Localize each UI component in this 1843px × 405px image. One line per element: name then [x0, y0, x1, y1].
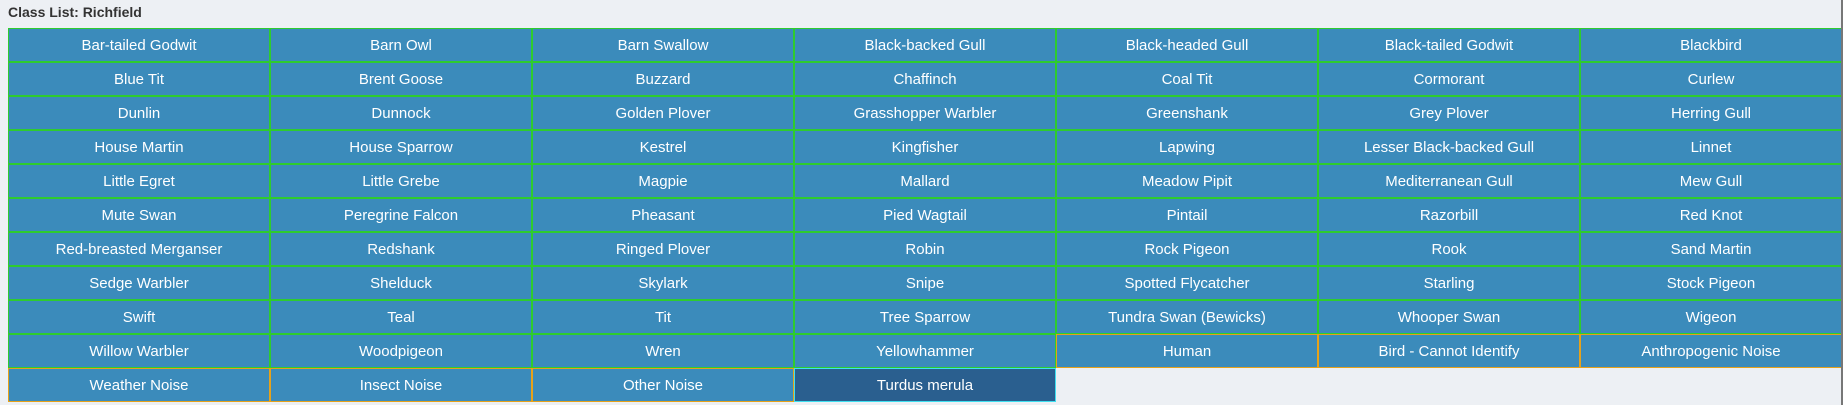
class-button-dunlin[interactable]: Dunlin	[8, 96, 270, 130]
class-button-little-egret[interactable]: Little Egret	[8, 164, 270, 198]
class-button-stock-pigeon[interactable]: Stock Pigeon	[1580, 266, 1842, 300]
class-button-anthropogenic-noise[interactable]: Anthropogenic Noise	[1580, 334, 1842, 368]
class-button-woodpigeon[interactable]: Woodpigeon	[270, 334, 532, 368]
class-button-bird-cannot-identify[interactable]: Bird - Cannot Identify	[1318, 334, 1580, 368]
class-button-little-grebe[interactable]: Little Grebe	[270, 164, 532, 198]
class-button-kestrel[interactable]: Kestrel	[532, 130, 794, 164]
class-button-curlew[interactable]: Curlew	[1580, 62, 1842, 96]
scrollbar[interactable]	[1841, 0, 1843, 405]
class-button-starling[interactable]: Starling	[1318, 266, 1580, 300]
class-button-red-breasted-merganser[interactable]: Red-breasted Merganser	[8, 232, 270, 266]
class-button-mallard[interactable]: Mallard	[794, 164, 1056, 198]
class-button-golden-plover[interactable]: Golden Plover	[532, 96, 794, 130]
class-button-barn-owl[interactable]: Barn Owl	[270, 28, 532, 62]
class-button-mew-gull[interactable]: Mew Gull	[1580, 164, 1842, 198]
class-button-tundra-swan-bewicks[interactable]: Tundra Swan (Bewicks)	[1056, 300, 1318, 334]
class-button-insect-noise[interactable]: Insect Noise	[270, 368, 532, 402]
class-button-rock-pigeon[interactable]: Rock Pigeon	[1056, 232, 1318, 266]
class-button-brent-goose[interactable]: Brent Goose	[270, 62, 532, 96]
class-button-pied-wagtail[interactable]: Pied Wagtail	[794, 198, 1056, 232]
class-button-swift[interactable]: Swift	[8, 300, 270, 334]
class-button-blackbird[interactable]: Blackbird	[1580, 28, 1842, 62]
class-button-teal[interactable]: Teal	[270, 300, 532, 334]
class-button-tree-sparrow[interactable]: Tree Sparrow	[794, 300, 1056, 334]
class-button-wigeon[interactable]: Wigeon	[1580, 300, 1842, 334]
class-button-buzzard[interactable]: Buzzard	[532, 62, 794, 96]
class-button-sand-martin[interactable]: Sand Martin	[1580, 232, 1842, 266]
class-button-red-knot[interactable]: Red Knot	[1580, 198, 1842, 232]
class-button-magpie[interactable]: Magpie	[532, 164, 794, 198]
class-button-tit[interactable]: Tit	[532, 300, 794, 334]
class-button-skylark[interactable]: Skylark	[532, 266, 794, 300]
class-button-wren[interactable]: Wren	[532, 334, 794, 368]
class-button-mediterranean-gull[interactable]: Mediterranean Gull	[1318, 164, 1580, 198]
class-button-black-backed-gull[interactable]: Black-backed Gull	[794, 28, 1056, 62]
class-button-grey-plover[interactable]: Grey Plover	[1318, 96, 1580, 130]
class-button-house-sparrow[interactable]: House Sparrow	[270, 130, 532, 164]
class-button-mute-swan[interactable]: Mute Swan	[8, 198, 270, 232]
class-button-pheasant[interactable]: Pheasant	[532, 198, 794, 232]
class-button-black-headed-gull[interactable]: Black-headed Gull	[1056, 28, 1318, 62]
class-button-other-noise[interactable]: Other Noise	[532, 368, 794, 402]
class-button-linnet[interactable]: Linnet	[1580, 130, 1842, 164]
class-button-house-martin[interactable]: House Martin	[8, 130, 270, 164]
class-button-meadow-pipit[interactable]: Meadow Pipit	[1056, 164, 1318, 198]
class-button-whooper-swan[interactable]: Whooper Swan	[1318, 300, 1580, 334]
class-button-lesser-black-backed-gull[interactable]: Lesser Black-backed Gull	[1318, 130, 1580, 164]
class-button-lapwing[interactable]: Lapwing	[1056, 130, 1318, 164]
class-button-blue-tit[interactable]: Blue Tit	[8, 62, 270, 96]
class-button-peregrine-falcon[interactable]: Peregrine Falcon	[270, 198, 532, 232]
class-button-kingfisher[interactable]: Kingfisher	[794, 130, 1056, 164]
class-button-rook[interactable]: Rook	[1318, 232, 1580, 266]
class-button-weather-noise[interactable]: Weather Noise	[8, 368, 270, 402]
class-button-coal-tit[interactable]: Coal Tit	[1056, 62, 1318, 96]
class-button-dunnock[interactable]: Dunnock	[270, 96, 532, 130]
class-list-title: Class List: Richfield	[8, 4, 142, 20]
class-button-bar-tailed-godwit[interactable]: Bar-tailed Godwit	[8, 28, 270, 62]
class-button-human[interactable]: Human	[1056, 334, 1318, 368]
class-button-sedge-warbler[interactable]: Sedge Warbler	[8, 266, 270, 300]
class-button-barn-swallow[interactable]: Barn Swallow	[532, 28, 794, 62]
class-button-redshank[interactable]: Redshank	[270, 232, 532, 266]
class-button-greenshank[interactable]: Greenshank	[1056, 96, 1318, 130]
class-button-chaffinch[interactable]: Chaffinch	[794, 62, 1056, 96]
class-button-snipe[interactable]: Snipe	[794, 266, 1056, 300]
class-button-willow-warbler[interactable]: Willow Warbler	[8, 334, 270, 368]
class-button-robin[interactable]: Robin	[794, 232, 1056, 266]
class-button-pintail[interactable]: Pintail	[1056, 198, 1318, 232]
class-button-turdus-merula[interactable]: Turdus merula	[794, 368, 1056, 402]
class-button-grasshopper-warbler[interactable]: Grasshopper Warbler	[794, 96, 1056, 130]
class-button-black-tailed-godwit[interactable]: Black-tailed Godwit	[1318, 28, 1580, 62]
class-button-spotted-flycatcher[interactable]: Spotted Flycatcher	[1056, 266, 1318, 300]
class-button-cormorant[interactable]: Cormorant	[1318, 62, 1580, 96]
class-button-razorbill[interactable]: Razorbill	[1318, 198, 1580, 232]
class-button-shelduck[interactable]: Shelduck	[270, 266, 532, 300]
class-button-herring-gull[interactable]: Herring Gull	[1580, 96, 1842, 130]
class-button-ringed-plover[interactable]: Ringed Plover	[532, 232, 794, 266]
class-button-yellowhammer[interactable]: Yellowhammer	[794, 334, 1056, 368]
class-grid: Bar-tailed Godwit Barn Owl Barn Swallow Bla…	[8, 28, 1842, 402]
